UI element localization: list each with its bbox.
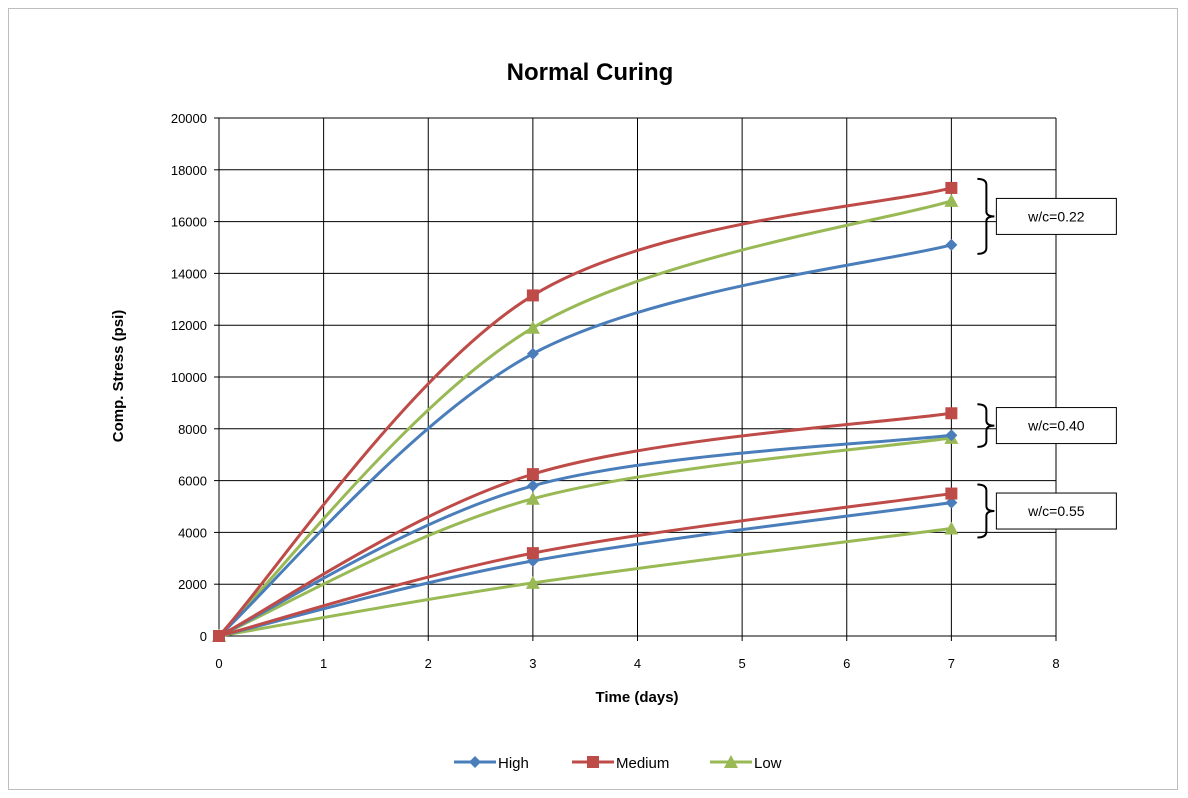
x-tick-label: 3 [529, 656, 536, 671]
legend-label: Low [754, 755, 782, 772]
data-point-low [944, 193, 959, 207]
series-layer [212, 181, 959, 642]
annotation-brace [977, 177, 995, 255]
data-point-medium [213, 630, 225, 642]
y-tick-label: 12000 [171, 318, 207, 333]
legend-label: Medium [616, 755, 669, 772]
x-tick-label: 5 [739, 656, 746, 671]
y-tick-label: 8000 [178, 422, 207, 437]
data-point-low [944, 521, 959, 535]
annotation-label: w/c=0.55 [1027, 503, 1085, 519]
annotation-box [995, 407, 1117, 445]
grid-layer [214, 117, 1057, 641]
annotation-box [995, 197, 1117, 235]
x-tick-label: 0 [215, 656, 222, 671]
legend-item-low: Low [710, 755, 782, 772]
y-tick-label: 18000 [171, 163, 207, 178]
series-line-high [218, 433, 952, 638]
tick-layer: 0200040006000800010000120001400016000180… [171, 111, 1060, 671]
series-line-medium [217, 186, 952, 638]
y-tick-label: 6000 [178, 474, 207, 489]
series-line-high [217, 243, 952, 638]
annotation-label: w/c=0.22 [1027, 208, 1085, 224]
x-tick-label: 7 [948, 656, 955, 671]
series-line-high [218, 501, 952, 638]
chart-title: Normal Curing [507, 59, 674, 86]
data-point-low [525, 575, 540, 589]
data-point-low [525, 491, 540, 505]
legend-marker-low [724, 755, 738, 768]
data-point-high [526, 479, 539, 492]
data-point-high [945, 429, 958, 442]
x-tick-label: 8 [1052, 656, 1059, 671]
y-tick-label: 10000 [171, 370, 207, 385]
data-point-high [945, 238, 958, 251]
annotation-brace [977, 403, 995, 448]
series-line-low [218, 527, 952, 638]
data-point-high [945, 496, 958, 509]
y-axis-title: Comp. Stress (psi) [110, 310, 127, 443]
data-point-medium [526, 289, 539, 302]
legend-label: High [498, 755, 529, 772]
legend-item-high: High [454, 755, 529, 772]
x-tick-label: 4 [634, 656, 641, 671]
annotation-label: w/c=0.40 [1027, 418, 1085, 434]
x-tick-label: 6 [843, 656, 850, 671]
legend-item-medium: Medium [572, 755, 669, 772]
y-tick-label: 0 [200, 629, 207, 644]
y-tick-label: 16000 [171, 215, 207, 230]
data-point-medium [526, 468, 539, 481]
legend: High Medium Low [454, 755, 782, 772]
data-point-medium [526, 547, 539, 560]
x-tick-label: 1 [320, 656, 327, 671]
data-point-high [526, 347, 539, 360]
legend-marker-medium [587, 756, 599, 768]
data-point-medium [945, 181, 958, 194]
chart-frame [8, 8, 1178, 790]
y-tick-label: 20000 [171, 111, 207, 126]
series-medium-group-2 [213, 487, 958, 642]
y-tick-label: 4000 [178, 525, 207, 540]
annotation-brace [977, 483, 995, 539]
legend-marker-high [469, 756, 481, 768]
series-high-group-0 [213, 238, 958, 642]
annotation-layer: w/c=0.22 w/c=0.40 w/c=0.55 [977, 177, 1117, 539]
data-point-medium [945, 407, 958, 420]
x-tick-label: 2 [425, 656, 432, 671]
y-tick-label: 14000 [171, 266, 207, 281]
y-tick-label: 2000 [178, 577, 207, 592]
data-point-medium [945, 487, 958, 500]
data-point-low [525, 320, 540, 334]
annotation-box [995, 492, 1117, 530]
x-axis-title: Time (days) [595, 689, 678, 706]
